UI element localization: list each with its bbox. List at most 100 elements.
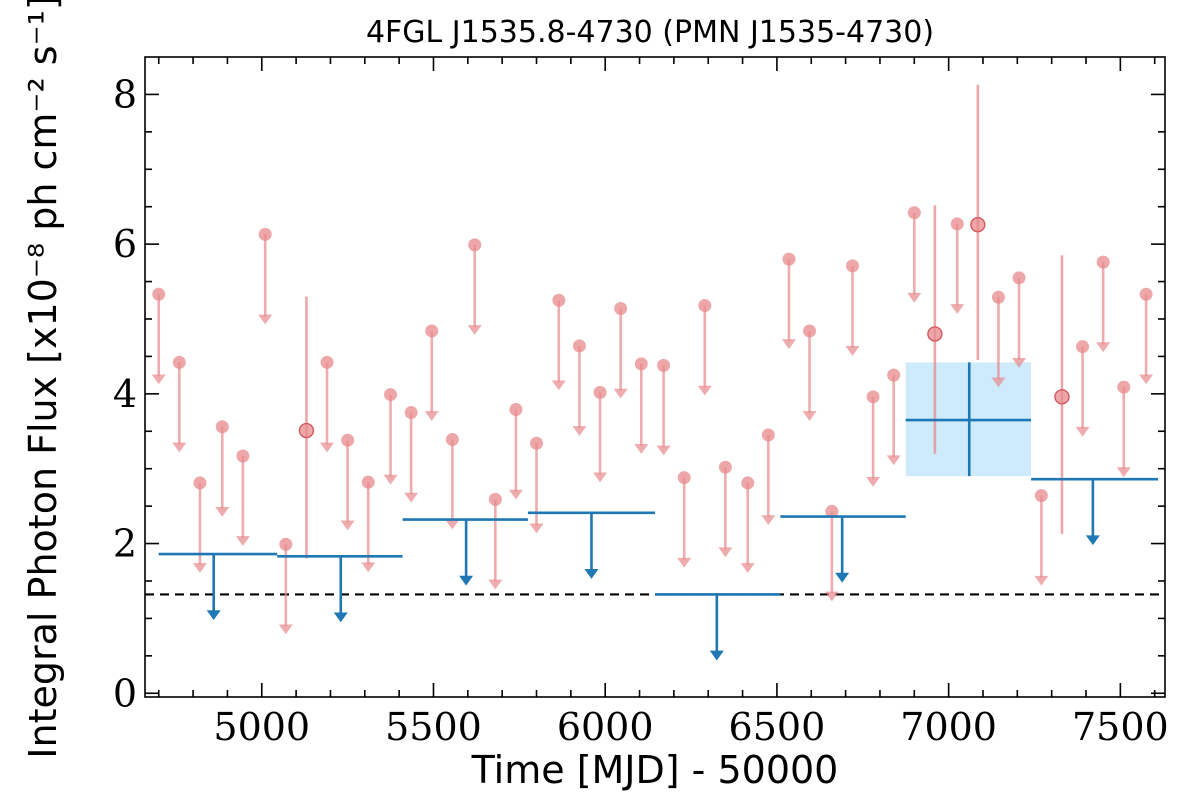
fine-upper-limit-point <box>825 504 839 518</box>
y-tick-label: 4 <box>113 372 137 416</box>
fine-upper-limit-point <box>152 287 166 301</box>
fine-upper-limit-point <box>215 420 229 434</box>
fine-upper-limit-arrow <box>677 557 692 568</box>
fine-upper-limit-point <box>572 339 586 353</box>
fine-upper-limit-arrow <box>886 455 901 466</box>
fine-upper-limit-arrow <box>445 519 460 530</box>
fine-upper-limit-point <box>236 449 250 463</box>
fine-upper-limit-point <box>404 406 418 420</box>
fine-upper-limit-arrow <box>529 523 544 534</box>
fine-upper-limit-point <box>1117 380 1131 394</box>
fine-upper-limit-arrow <box>740 563 755 573</box>
fine-upper-limit-point <box>1034 489 1048 503</box>
fine-upper-limit-arrow <box>383 474 398 485</box>
plot-area <box>145 84 1165 661</box>
fine-upper-limit-arrow <box>278 624 293 635</box>
fine-upper-limit-point <box>530 436 544 450</box>
fine-upper-limit-arrow <box>697 385 712 396</box>
fine-upper-limit-point <box>488 492 502 506</box>
fine-upper-limit-arrow <box>488 579 503 590</box>
fine-upper-limit-point <box>634 357 648 371</box>
fine-upper-limit-arrow <box>572 426 587 436</box>
fine-upper-limit-arrow <box>634 444 649 454</box>
y-tick-label: 2 <box>113 522 137 566</box>
coarse-upper-limit-arrow <box>584 569 599 579</box>
coarse-upper-limit-arrow <box>835 572 850 583</box>
fine-upper-limit-point <box>614 302 628 316</box>
chart-title: 4FGL J1535.8-4730 (PMN J1535-4730) <box>366 15 934 50</box>
fine-upper-limit-point <box>445 433 459 447</box>
coarse-upper-limit-arrow <box>709 650 724 661</box>
fine-upper-limit-arrow <box>235 536 250 546</box>
fine-detection-point <box>1054 389 1070 405</box>
fine-upper-limit-arrow <box>991 377 1006 388</box>
fine-upper-limit-arrow <box>761 515 776 526</box>
fine-upper-limit-point <box>991 290 1005 304</box>
fine-upper-limit-arrow <box>320 442 335 453</box>
fine-upper-limit-arrow <box>1139 374 1154 385</box>
fine-upper-limit-point <box>677 471 691 485</box>
fine-upper-limit-arrow <box>151 374 166 385</box>
fine-upper-limit-point <box>384 388 398 402</box>
coarse-upper-limit-arrow <box>459 575 474 586</box>
fine-upper-limit-arrow <box>508 489 523 500</box>
fine-upper-limit-point <box>509 403 523 417</box>
fine-upper-limit-arrow <box>361 562 376 573</box>
fine-upper-limit-arrow <box>1012 358 1027 368</box>
y-tick-label: 8 <box>113 72 137 116</box>
fine-upper-limit-point <box>657 358 671 372</box>
fine-upper-limit-point <box>887 368 901 382</box>
fine-upper-limit-point <box>718 460 732 474</box>
fine-upper-limit-point <box>907 206 921 220</box>
fine-upper-limit-point <box>593 385 607 399</box>
fine-detection-point <box>970 216 986 233</box>
axes: 5000 5500 6000 6500 7000 7500 0 2 4 6 8 <box>113 57 1169 749</box>
fine-upper-limit-point <box>782 252 796 266</box>
fine-upper-limit-arrow <box>907 292 922 303</box>
fine-upper-limit-arrow <box>718 547 733 558</box>
coarse-upper-limit-arrow <box>1085 535 1100 546</box>
x-tick-label: 6500 <box>729 705 826 749</box>
x-tick-label: 5000 <box>213 705 310 749</box>
fine-upper-limit-arrow <box>781 339 796 350</box>
fine-upper-limit-arrow <box>824 591 839 602</box>
fine-upper-limit-point <box>425 324 439 338</box>
fine-detection-point <box>927 326 943 342</box>
fine-upper-limit-point <box>193 476 207 490</box>
x-tick-label: 6000 <box>557 705 654 749</box>
fine-upper-limit-point <box>741 476 755 490</box>
fine-upper-limit-point <box>803 324 817 338</box>
fine-upper-limit-point <box>845 259 859 273</box>
fine-upper-limit-arrow <box>1075 426 1090 437</box>
fine-upper-limit-arrow <box>845 346 860 356</box>
fine-upper-limit-point <box>320 355 334 369</box>
fine-upper-limit-point <box>468 238 482 252</box>
fine-upper-limit-point <box>950 217 964 231</box>
x-tick-label: 7000 <box>900 705 997 749</box>
fine-upper-limit-arrow <box>866 477 881 487</box>
fine-upper-limit-arrow <box>1116 467 1131 478</box>
fine-upper-limit-point <box>258 227 272 241</box>
fine-upper-limit-arrow <box>192 563 207 573</box>
y-tick-label: 6 <box>113 222 137 266</box>
fine-upper-limit-point <box>1076 340 1090 354</box>
fine-upper-limit-arrow <box>613 388 628 399</box>
fine-upper-limit-arrow <box>404 492 419 503</box>
y-axis-label: Integral Photon Flux [x10⁻⁸ ph cm⁻² s⁻¹] <box>21 0 65 759</box>
fine-upper-limit-point <box>172 355 186 369</box>
fine-upper-limit-arrow <box>950 304 965 314</box>
x-tick-label: 7500 <box>1072 705 1169 749</box>
fine-upper-limit-arrow <box>215 506 230 517</box>
fine-upper-limit-arrow <box>1096 342 1111 353</box>
x-axis-label: Time [MJD] - 50000 <box>471 748 839 792</box>
fine-upper-limit-arrow <box>593 472 608 483</box>
fine-upper-limit-point <box>1096 255 1110 269</box>
fine-upper-limit-arrow <box>340 520 355 531</box>
fine-upper-limit-point <box>552 293 566 307</box>
fine-upper-limit-arrow <box>467 325 482 335</box>
fine-upper-limit-arrow <box>551 380 566 391</box>
coarse-upper-limit-arrow <box>206 610 221 621</box>
fine-upper-limit-point <box>1139 287 1153 301</box>
fine-upper-limit-point <box>279 537 293 551</box>
